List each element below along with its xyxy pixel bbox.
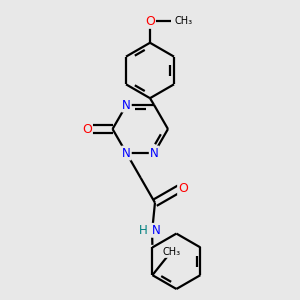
Text: N: N [122, 146, 131, 160]
Text: N: N [152, 224, 160, 237]
Text: N: N [122, 98, 131, 112]
Text: N: N [150, 146, 158, 160]
Text: CH₃: CH₃ [174, 16, 192, 26]
Text: O: O [145, 15, 155, 28]
Text: O: O [178, 182, 188, 195]
Text: CH₃: CH₃ [162, 247, 180, 257]
Text: O: O [82, 122, 92, 136]
Text: H: H [139, 224, 147, 237]
